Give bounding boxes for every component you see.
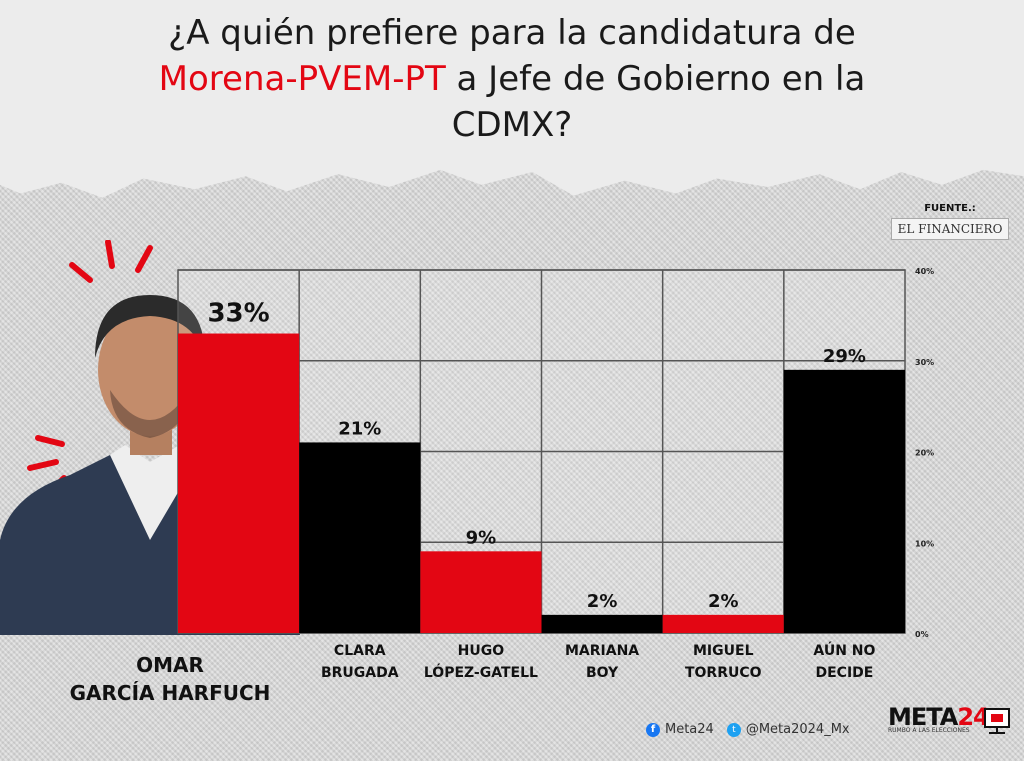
bar: [662, 614, 784, 633]
twitter-icon: t: [726, 722, 741, 737]
y-tick-label: 0%: [915, 630, 929, 639]
twitter-handle: @Meta2024_Mx: [745, 722, 850, 737]
category-label: BOY: [586, 665, 619, 681]
category-label: CLARA: [334, 643, 386, 659]
social-footer: f Meta24 t @Meta2024_Mx: [646, 722, 850, 737]
candidate-first-name: OMAR: [136, 653, 204, 677]
emphasis-marks-icon: [27, 240, 153, 499]
beard: [110, 390, 190, 438]
bar: [783, 369, 905, 633]
category-label: MARIANA: [565, 643, 639, 659]
bar: [178, 333, 300, 633]
facebook-icon: f: [646, 722, 660, 737]
data-label: 2%: [587, 591, 618, 612]
brand-tagline: RUMBO A LAS ELECCIONES: [888, 727, 970, 734]
category-label: MIGUEL: [693, 643, 754, 659]
category-label: BRUGADA: [321, 665, 399, 681]
y-tick-label: 20%: [915, 449, 934, 458]
category-label: TORRUCO: [685, 665, 762, 681]
candidate-last-name: GARCÍA HARFUCH: [69, 681, 271, 705]
torn-paper-header: [0, 0, 1024, 198]
meta24-logo: META24 RUMBO A LAS ELECCIONES: [888, 703, 1010, 734]
bar: [420, 551, 542, 633]
data-label: 29%: [823, 346, 866, 367]
y-tick-label: 30%: [915, 358, 934, 367]
y-tick-label: 10%: [915, 539, 934, 548]
featured-candidate-name: OMAR GARCÍA HARFUCH: [60, 651, 280, 707]
title-line-1: ¿A quién prefiere para la candidatura de: [168, 13, 856, 53]
el-financiero-logo: EL FINANCIERO: [890, 218, 1010, 240]
category-label: DECIDE: [815, 665, 873, 681]
data-label: 2%: [708, 591, 739, 612]
data-label: 21%: [338, 418, 381, 439]
title-line-3: CDMX?: [451, 105, 573, 145]
title-line-2: a Jefe de Gobierno en la: [445, 59, 866, 99]
source-block: FUENTE.: EL FINANCIERO: [880, 203, 1020, 240]
bar: [299, 442, 421, 633]
category-label: AÚN NO: [813, 641, 875, 659]
data-label: 9%: [466, 527, 497, 548]
title-highlight: Morena-PVEM-PT: [158, 59, 446, 99]
brand-name-main: META: [888, 703, 958, 731]
y-tick-label: 40%: [915, 267, 934, 276]
data-label: 33%: [207, 299, 269, 329]
source-label: FUENTE.:: [924, 203, 976, 214]
bar: [541, 614, 663, 633]
ballot-box-icon: [984, 708, 1010, 734]
face: [98, 304, 202, 436]
category-label: HUGO: [458, 643, 505, 659]
chart-title: ¿A quién prefiere para la candidatura de…: [60, 10, 964, 148]
category-label: LÓPEZ-GATELL: [424, 663, 538, 681]
facebook-handle: Meta24: [665, 722, 714, 737]
